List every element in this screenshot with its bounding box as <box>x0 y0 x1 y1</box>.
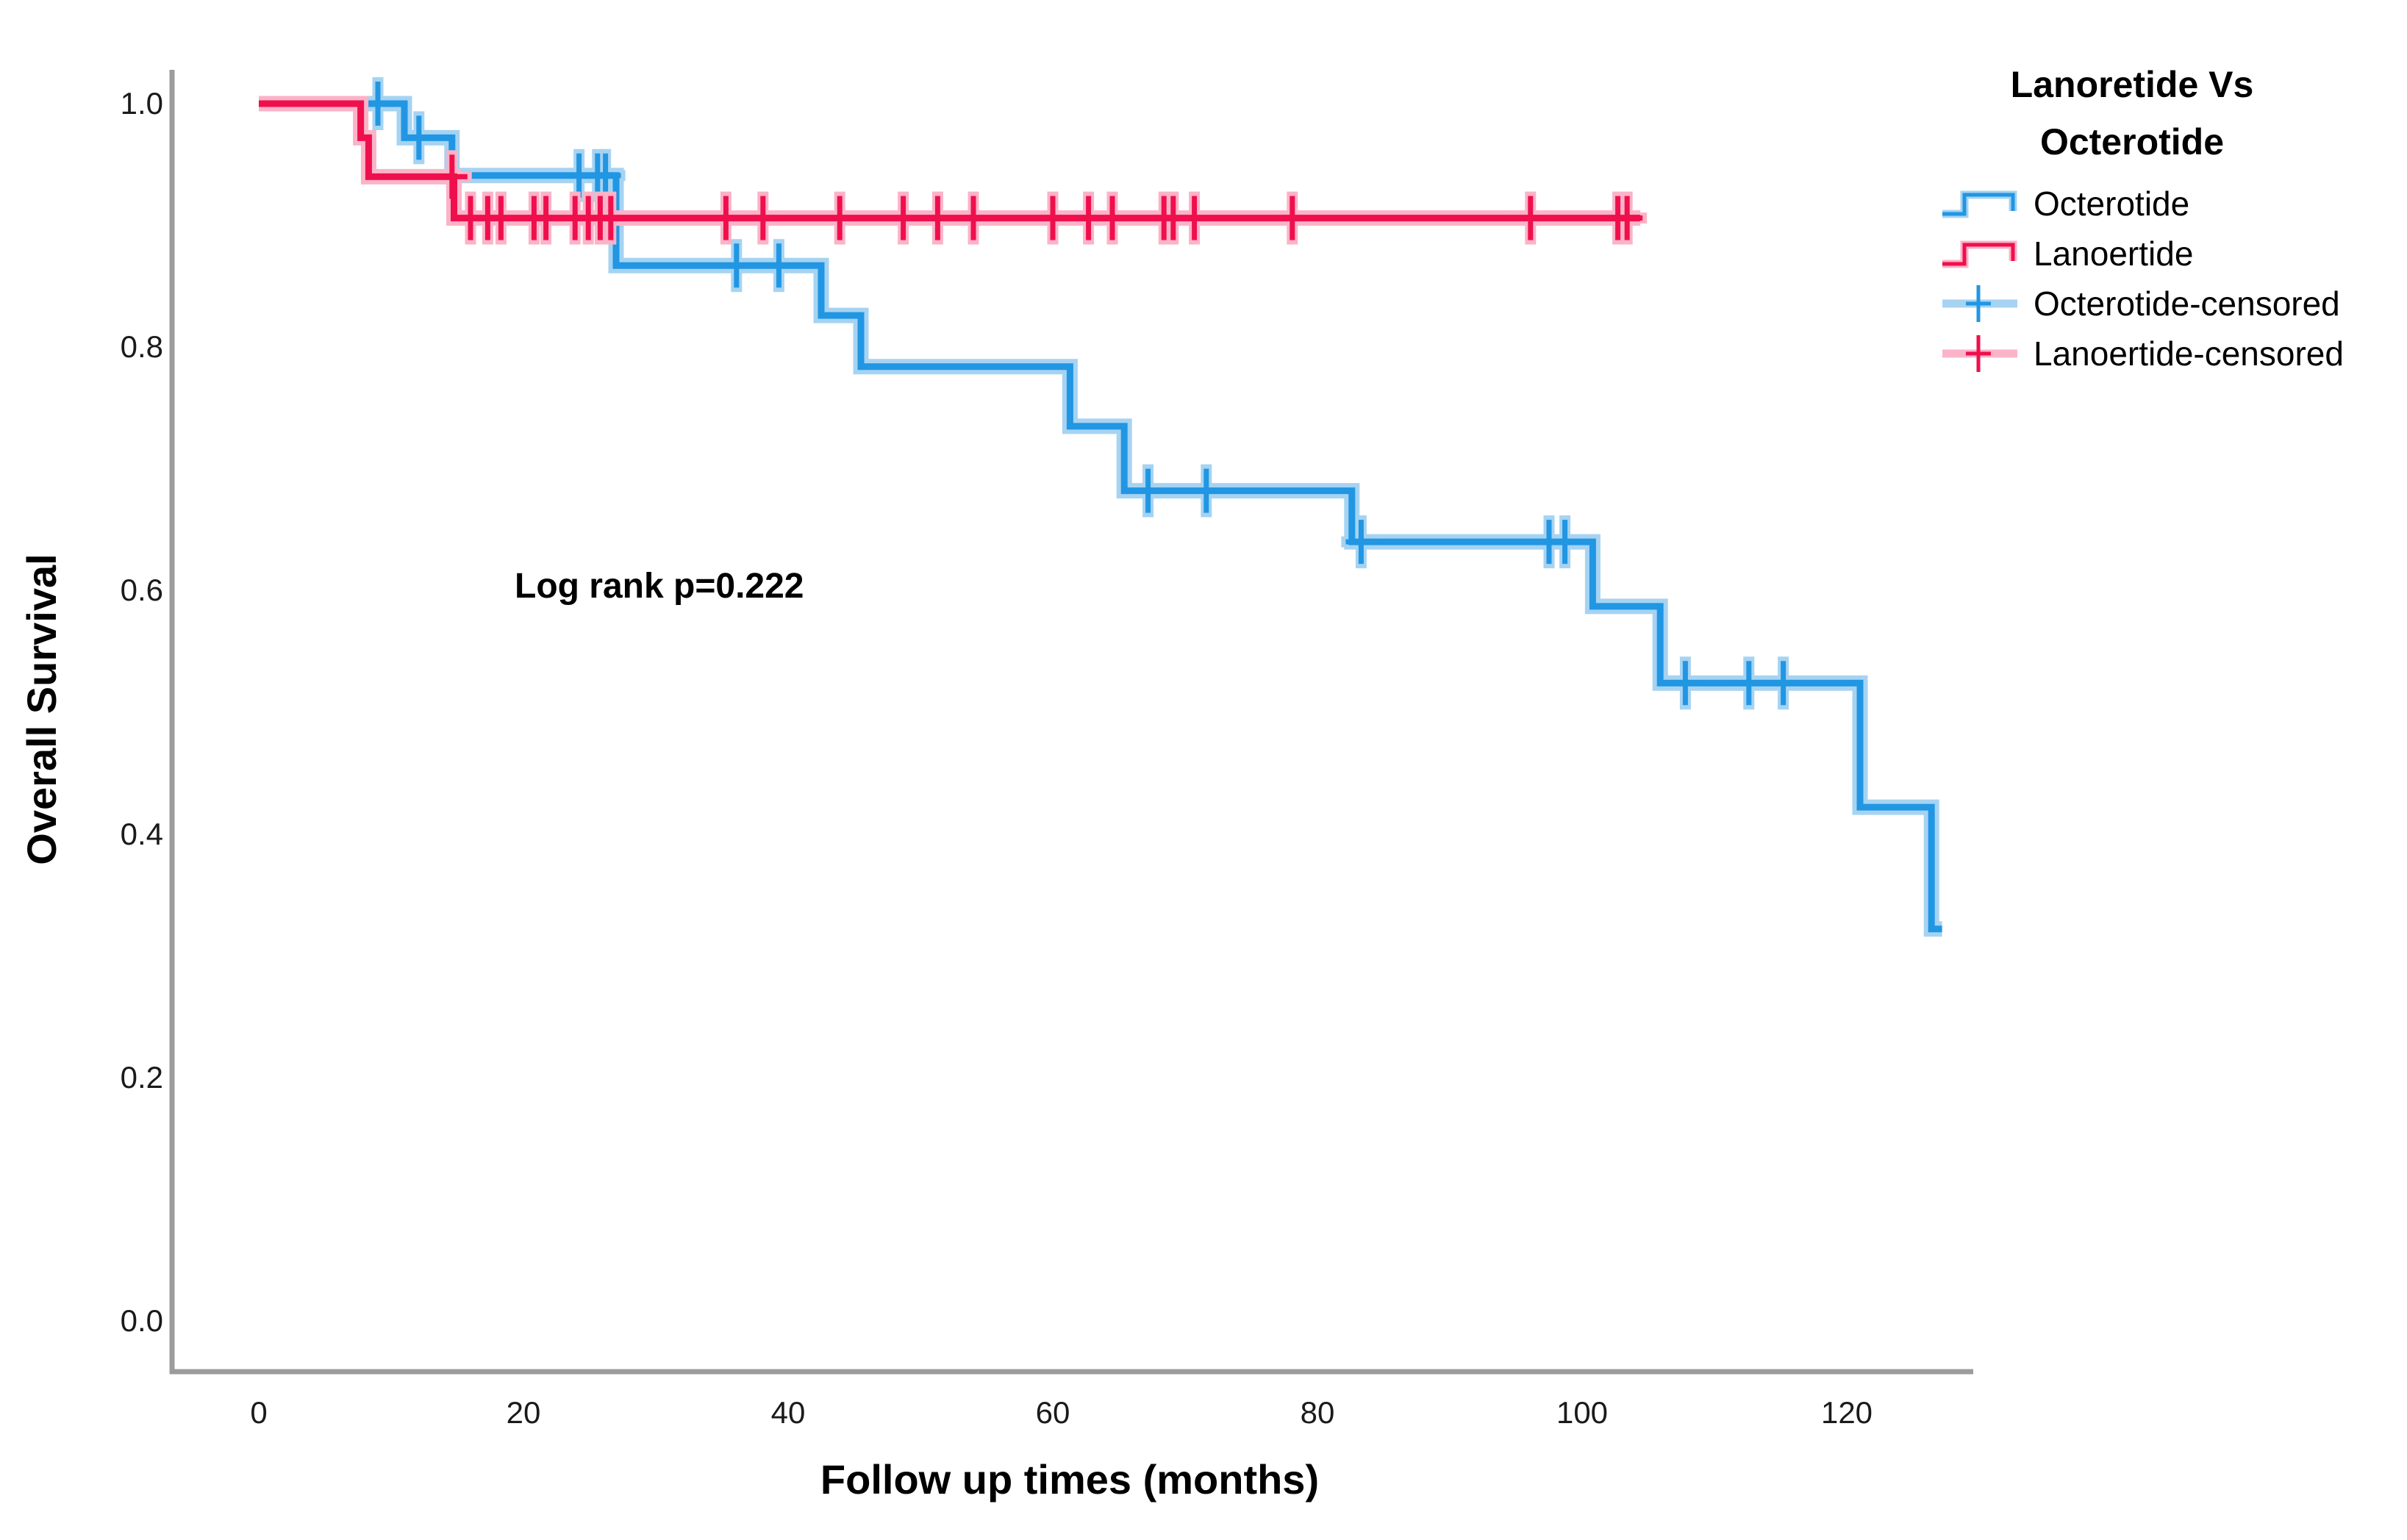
x-tick-label: 20 <box>506 1395 541 1430</box>
axes-layer <box>169 70 1973 1375</box>
y-axis-title: Overall Survival <box>18 554 65 865</box>
y-tick-label: 0.0 <box>120 1303 163 1338</box>
octerotide-curve-halo <box>259 96 1942 937</box>
x-tick-label: 120 <box>1820 1395 1873 1430</box>
legend-item-lanoertide-censored: Lanoertide-censored <box>1939 332 2344 376</box>
lanoertide-series <box>259 96 1648 245</box>
log-rank-annotation: Log rank p=0.222 <box>515 567 804 606</box>
legend-label-lanoertide-censored: Lanoertide-censored <box>2034 334 2344 373</box>
x-tick-label: 100 <box>1556 1395 1609 1430</box>
legend-item-octerotide: Octerotide <box>1939 182 2189 226</box>
octerotide-series <box>259 77 1942 937</box>
y-tick-label: 0.8 <box>120 329 163 365</box>
octerotide-curve <box>259 100 1942 933</box>
series-layer <box>259 77 1942 937</box>
octerotide-step-line-icon <box>1942 190 2017 218</box>
y-tick-label: 1.0 <box>120 86 163 121</box>
legend-title-line2: Octerotide <box>2039 121 2225 162</box>
legend-title-line1: Lanoretide Vs <box>2010 64 2254 105</box>
y-tick-label: 0.4 <box>120 816 163 851</box>
x-tick-label: 60 <box>1035 1395 1070 1430</box>
x-tick-label: 0 <box>250 1395 268 1430</box>
lanoertide-step-line-icon <box>1942 240 2017 268</box>
lanoertide-curve <box>259 100 1641 222</box>
legend-item-lanoertide: Lanoertide <box>1939 232 2193 276</box>
x-axis-title: Follow up times (months) <box>820 1456 1320 1503</box>
legend-label-lanoertide: Lanoertide <box>2034 234 2194 273</box>
x-tick-label: 40 <box>770 1395 806 1430</box>
legend-label-octerotide: Octerotide <box>2034 185 2190 223</box>
octerotide-censored-plus-icon <box>1942 285 2017 322</box>
y-tick-label: 0.2 <box>120 1059 163 1095</box>
legend-item-octerotide-censored: Octerotide-censored <box>1939 282 2340 326</box>
x-tick-label: 80 <box>1300 1395 1335 1430</box>
legend-title: Lanoretide Vs Octerotide <box>2011 56 2254 171</box>
lanoertide-censored-plus-icon <box>1942 335 2017 372</box>
y-tick-label: 0.6 <box>120 573 163 608</box>
legend-label-octerotide-censored: Octerotide-censored <box>2034 284 2340 323</box>
